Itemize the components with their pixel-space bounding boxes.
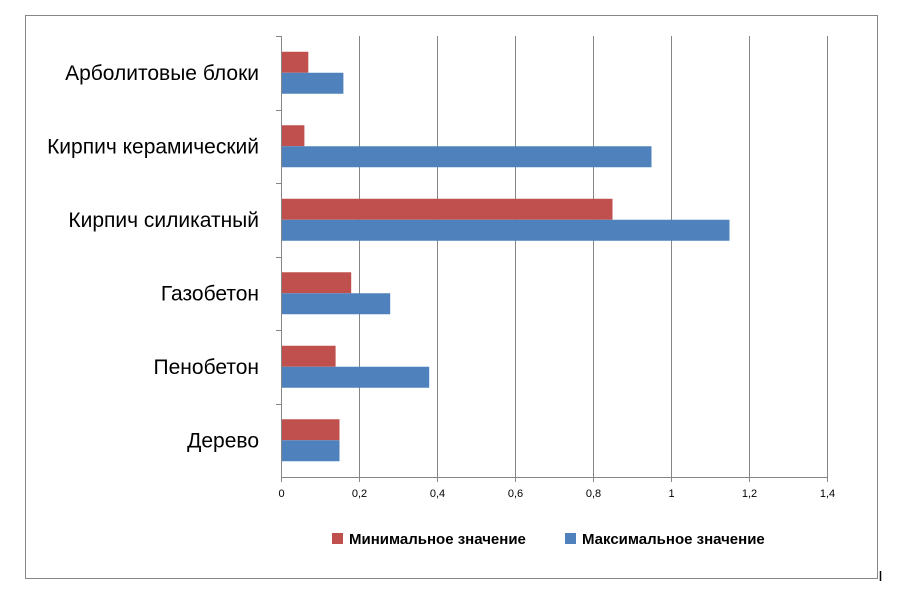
category-label: Пенобетон xyxy=(154,356,259,379)
bar-series-0 xyxy=(282,419,340,441)
x-tick-label: 1,4 xyxy=(820,488,835,500)
gridlines xyxy=(359,36,828,477)
category-label: Арболитовые блоки xyxy=(65,62,259,85)
bar-series-0 xyxy=(282,272,352,294)
category-label: Кирпич силикатный xyxy=(68,209,259,232)
bar-series-1 xyxy=(282,440,340,462)
bars xyxy=(282,51,730,462)
category-label: Дерево xyxy=(187,429,259,452)
bar-series-1 xyxy=(282,366,430,388)
legend-swatch xyxy=(332,533,343,544)
legend-label: Максимальное значение xyxy=(582,531,765,548)
legend-swatch xyxy=(565,533,576,544)
x-tick-label: 0 xyxy=(278,488,284,500)
legend-label: Минимальное значение xyxy=(349,531,526,548)
category-labels: Арболитовые блоки Кирпич керамический Кирп… xyxy=(47,62,259,453)
x-tick-label: 1,2 xyxy=(742,488,757,500)
chart-border xyxy=(25,15,878,579)
bar-series-0 xyxy=(282,51,309,73)
bar-series-1 xyxy=(282,293,391,315)
x-tick-label: 0,8 xyxy=(586,488,601,500)
axes xyxy=(276,36,828,482)
x-tick-labels: 0 0,2 0,4 0,6 0,8 1 1,2 1,4 xyxy=(278,488,835,500)
x-tick-label: 1 xyxy=(668,488,674,500)
bar-series-0 xyxy=(282,125,305,147)
bar-series-0 xyxy=(282,198,613,220)
x-tick-label: 0,4 xyxy=(430,488,445,500)
legend: Минимальное значение Максимальное значени… xyxy=(332,531,765,548)
bar-series-0 xyxy=(282,345,336,367)
bar-series-1 xyxy=(282,219,730,241)
category-label: Газобетон xyxy=(161,282,259,305)
bar-series-1 xyxy=(282,146,652,168)
category-label: Кирпич керамический xyxy=(47,135,259,158)
bar-series-1 xyxy=(282,72,344,94)
x-tick-label: 0,6 xyxy=(508,488,523,500)
x-tick-label: 0,2 xyxy=(352,488,367,500)
